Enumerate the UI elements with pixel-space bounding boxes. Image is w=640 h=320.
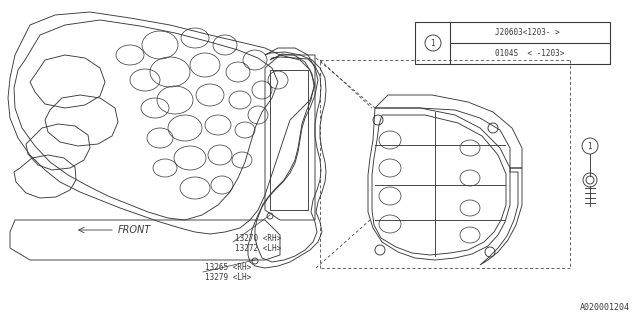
Text: 13279 <LH>: 13279 <LH> bbox=[205, 274, 252, 283]
Text: 13270 <RH>: 13270 <RH> bbox=[235, 234, 281, 243]
Text: J20603<1203- >: J20603<1203- > bbox=[495, 28, 559, 37]
Text: 13272 <LH>: 13272 <LH> bbox=[235, 244, 281, 252]
Text: 1: 1 bbox=[431, 38, 435, 47]
Text: A020001204: A020001204 bbox=[580, 303, 630, 312]
Text: FRONT: FRONT bbox=[118, 225, 151, 235]
Bar bbox=[415, 22, 610, 64]
Text: 1: 1 bbox=[588, 141, 593, 150]
Text: 13265 <RH>: 13265 <RH> bbox=[205, 263, 252, 273]
Text: 0104S  < -1203>: 0104S < -1203> bbox=[495, 49, 564, 58]
